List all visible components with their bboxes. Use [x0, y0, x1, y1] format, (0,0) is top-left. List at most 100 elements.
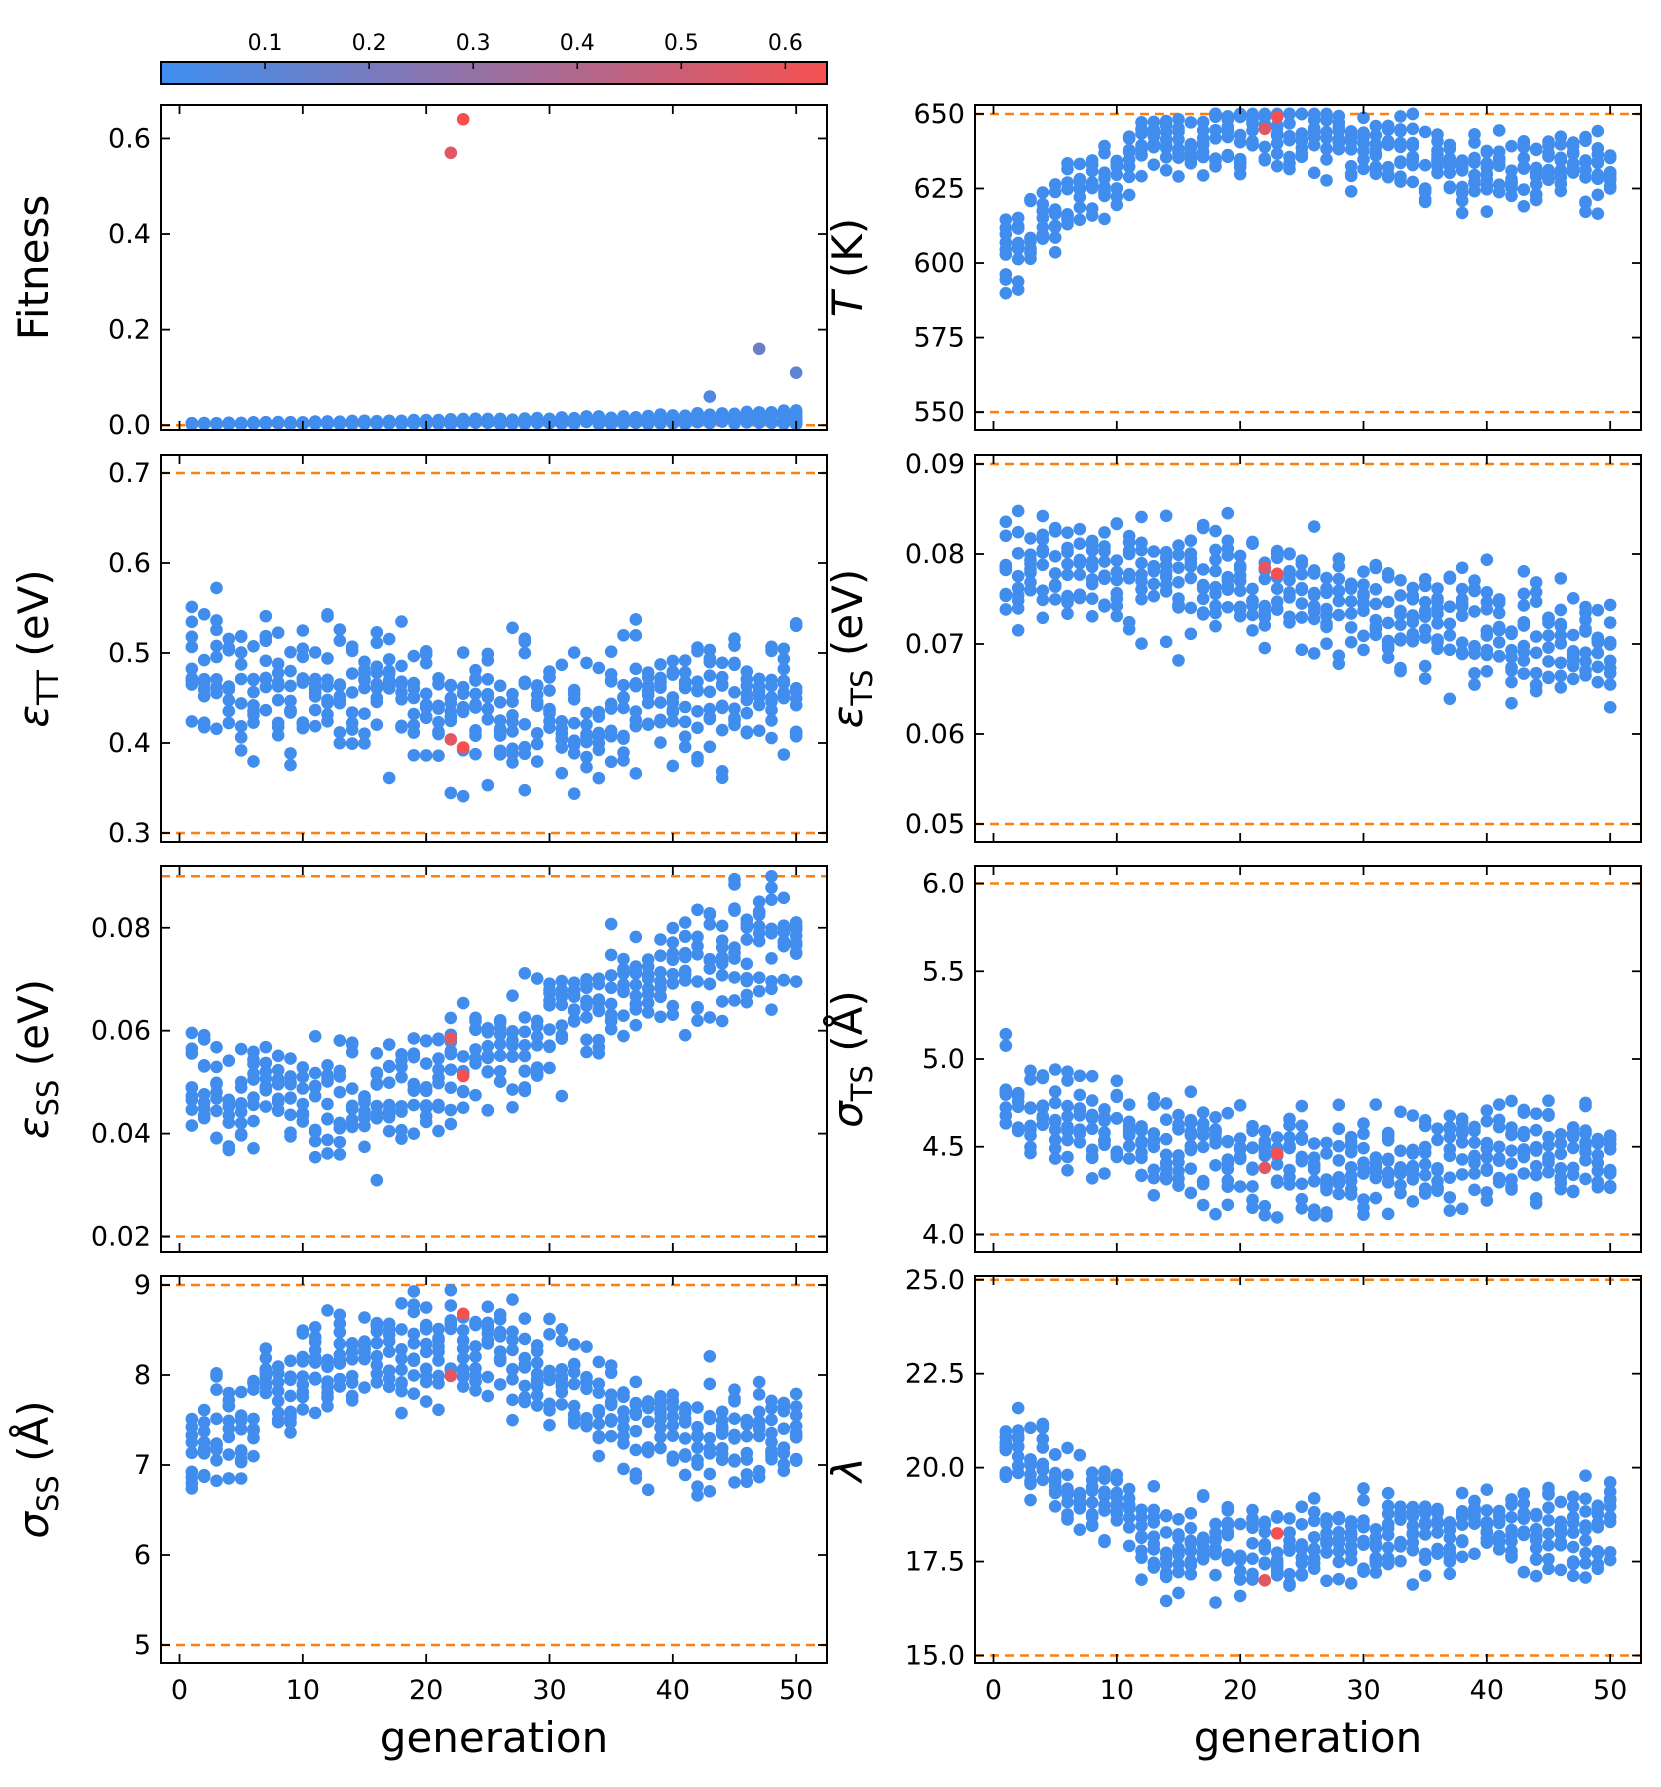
data-point [1159, 509, 1173, 523]
data-point [1505, 1173, 1518, 1186]
data-point [654, 965, 667, 979]
data-point [1024, 553, 1037, 567]
data-point [703, 977, 717, 991]
data-point [543, 977, 556, 991]
y-tick-label: 0.4 [108, 219, 151, 250]
data-point [1307, 612, 1321, 626]
data-point [1283, 1141, 1296, 1154]
data-point [185, 671, 199, 685]
data-point [691, 1014, 704, 1027]
data-point [1480, 1136, 1494, 1150]
data-point [1098, 600, 1111, 613]
data-point [1061, 1441, 1074, 1455]
data-point [1036, 230, 1050, 244]
data-point [555, 1089, 569, 1103]
data-point [432, 749, 445, 762]
data-point [530, 1372, 544, 1386]
data-point [222, 716, 236, 730]
data-point [666, 936, 680, 949]
data-point [1394, 604, 1407, 618]
data-point [1381, 1486, 1395, 1500]
data-point [1184, 1139, 1198, 1153]
y-tick-label: 6.0 [922, 869, 965, 900]
data-point [1147, 1479, 1161, 1493]
data-point [1011, 236, 1025, 250]
data-point [641, 1415, 655, 1429]
data-point [1591, 1133, 1605, 1146]
data-point [506, 1050, 519, 1063]
data-point [777, 642, 791, 656]
x-tick-label: 30 [532, 1675, 566, 1706]
data-point [1566, 1121, 1580, 1134]
data-point [1566, 1168, 1580, 1182]
data-point [469, 1088, 482, 1102]
data-point [197, 607, 211, 621]
colorbar-tick-label: 0.1 [248, 31, 283, 56]
data-point [1011, 1424, 1025, 1437]
data-point [1492, 620, 1506, 634]
data-point [197, 1416, 211, 1429]
data-point [222, 1399, 236, 1413]
y-tick-label: 0.7 [108, 458, 151, 489]
data-point [999, 1466, 1013, 1479]
data-point [604, 981, 618, 995]
data-point [333, 726, 347, 739]
data-point [1357, 1493, 1370, 1507]
data-point [247, 755, 260, 768]
data-point [1344, 185, 1358, 198]
data-point [654, 1406, 667, 1420]
data-point [1098, 555, 1111, 568]
data-point [407, 707, 421, 721]
data-point [308, 1150, 322, 1164]
data-point [234, 417, 248, 430]
data-point [345, 1120, 359, 1134]
data-point [1394, 1535, 1407, 1549]
data-point [358, 672, 371, 686]
data-point [1468, 582, 1481, 595]
data-point [728, 904, 741, 917]
y-tick-label: 22.5 [905, 1359, 965, 1390]
scatter-points [999, 107, 1617, 300]
data-point [654, 736, 667, 749]
data-point [1406, 1147, 1420, 1160]
data-point [1542, 135, 1555, 148]
data-point [1159, 1148, 1173, 1162]
data-point [567, 1399, 581, 1413]
data-point [617, 732, 630, 745]
data-point [1443, 1191, 1457, 1204]
data-point [629, 989, 643, 1003]
data-point [1147, 577, 1161, 591]
data-point [234, 1105, 248, 1119]
data-point [1233, 167, 1247, 181]
data-point [1307, 520, 1321, 533]
data-point [1184, 1534, 1198, 1548]
data-point [1344, 159, 1358, 173]
data-point [654, 681, 667, 694]
data-point [1135, 556, 1148, 570]
data-point [1431, 1164, 1444, 1177]
data-point [370, 636, 384, 650]
data-point [395, 1363, 408, 1376]
data-point [419, 1115, 433, 1129]
data-point [1085, 544, 1099, 557]
data-point [382, 653, 396, 666]
data-point [308, 719, 322, 733]
data-point [271, 666, 285, 680]
data-point [1246, 1201, 1259, 1215]
data-point [1283, 591, 1296, 604]
data-point [222, 1386, 236, 1400]
data-point [234, 1385, 248, 1399]
data-point [1394, 618, 1407, 632]
data-point [1258, 1543, 1272, 1556]
data-point [654, 411, 667, 425]
data-point [1048, 1500, 1062, 1513]
data-point [1147, 561, 1161, 575]
data-point [210, 623, 223, 637]
data-point [284, 1416, 297, 1430]
data-point [1061, 1109, 1074, 1123]
data-point [1122, 131, 1136, 144]
data-point [765, 1426, 778, 1440]
data-point [1048, 1152, 1062, 1165]
data-point [481, 712, 495, 726]
